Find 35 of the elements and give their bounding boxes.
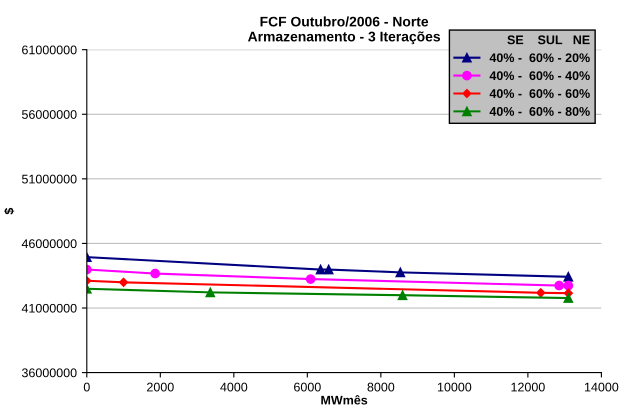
- point: [118, 278, 128, 287]
- point: [395, 268, 406, 278]
- y-tick-label: 41000000: [22, 304, 77, 313]
- y-tick-label: 61000000: [22, 45, 77, 54]
- point: [563, 293, 574, 303]
- chart-title: FCF Outubro/2006 - Norte Armazenamento - 3 Iterações: [248, 16, 440, 44]
- x-tick-label: 8000: [368, 382, 394, 392]
- x-tick-label: 4000: [220, 382, 248, 392]
- x-tick-label: 10000: [438, 382, 472, 392]
- x-axis-title: MWmês: [321, 395, 368, 405]
- y-axis-title: $: [4, 208, 14, 214]
- point: [324, 264, 334, 274]
- legend-label: 40% - 60% - 80%: [490, 107, 590, 116]
- y-tick-label: 46000000: [22, 239, 77, 248]
- y-tick-label: 51000000: [22, 174, 77, 184]
- point: [205, 288, 216, 298]
- legend-label: 40% - 60% - 60%: [490, 89, 590, 98]
- point: [398, 290, 408, 300]
- legend-label: 40% - 60% - 40%: [490, 71, 590, 80]
- point: [563, 272, 574, 282]
- legend-label: 40% - 60% - 20%: [490, 53, 590, 62]
- x-tick-label: 12000: [511, 382, 545, 392]
- point: [316, 264, 326, 274]
- point: [150, 268, 160, 278]
- point: [536, 288, 546, 298]
- y-tick-label: 36000000: [22, 368, 77, 378]
- x-tick-label: 2000: [147, 382, 174, 392]
- x-tick-label: 6000: [294, 382, 321, 392]
- y-tick-label: 56000000: [22, 110, 77, 119]
- legend-title: SE SUL NE: [507, 35, 590, 44]
- point: [554, 280, 564, 290]
- point: [563, 280, 574, 290]
- x-tick-label: 0: [84, 382, 90, 392]
- point: [306, 274, 316, 284]
- x-tick-label: 14000: [584, 382, 618, 392]
